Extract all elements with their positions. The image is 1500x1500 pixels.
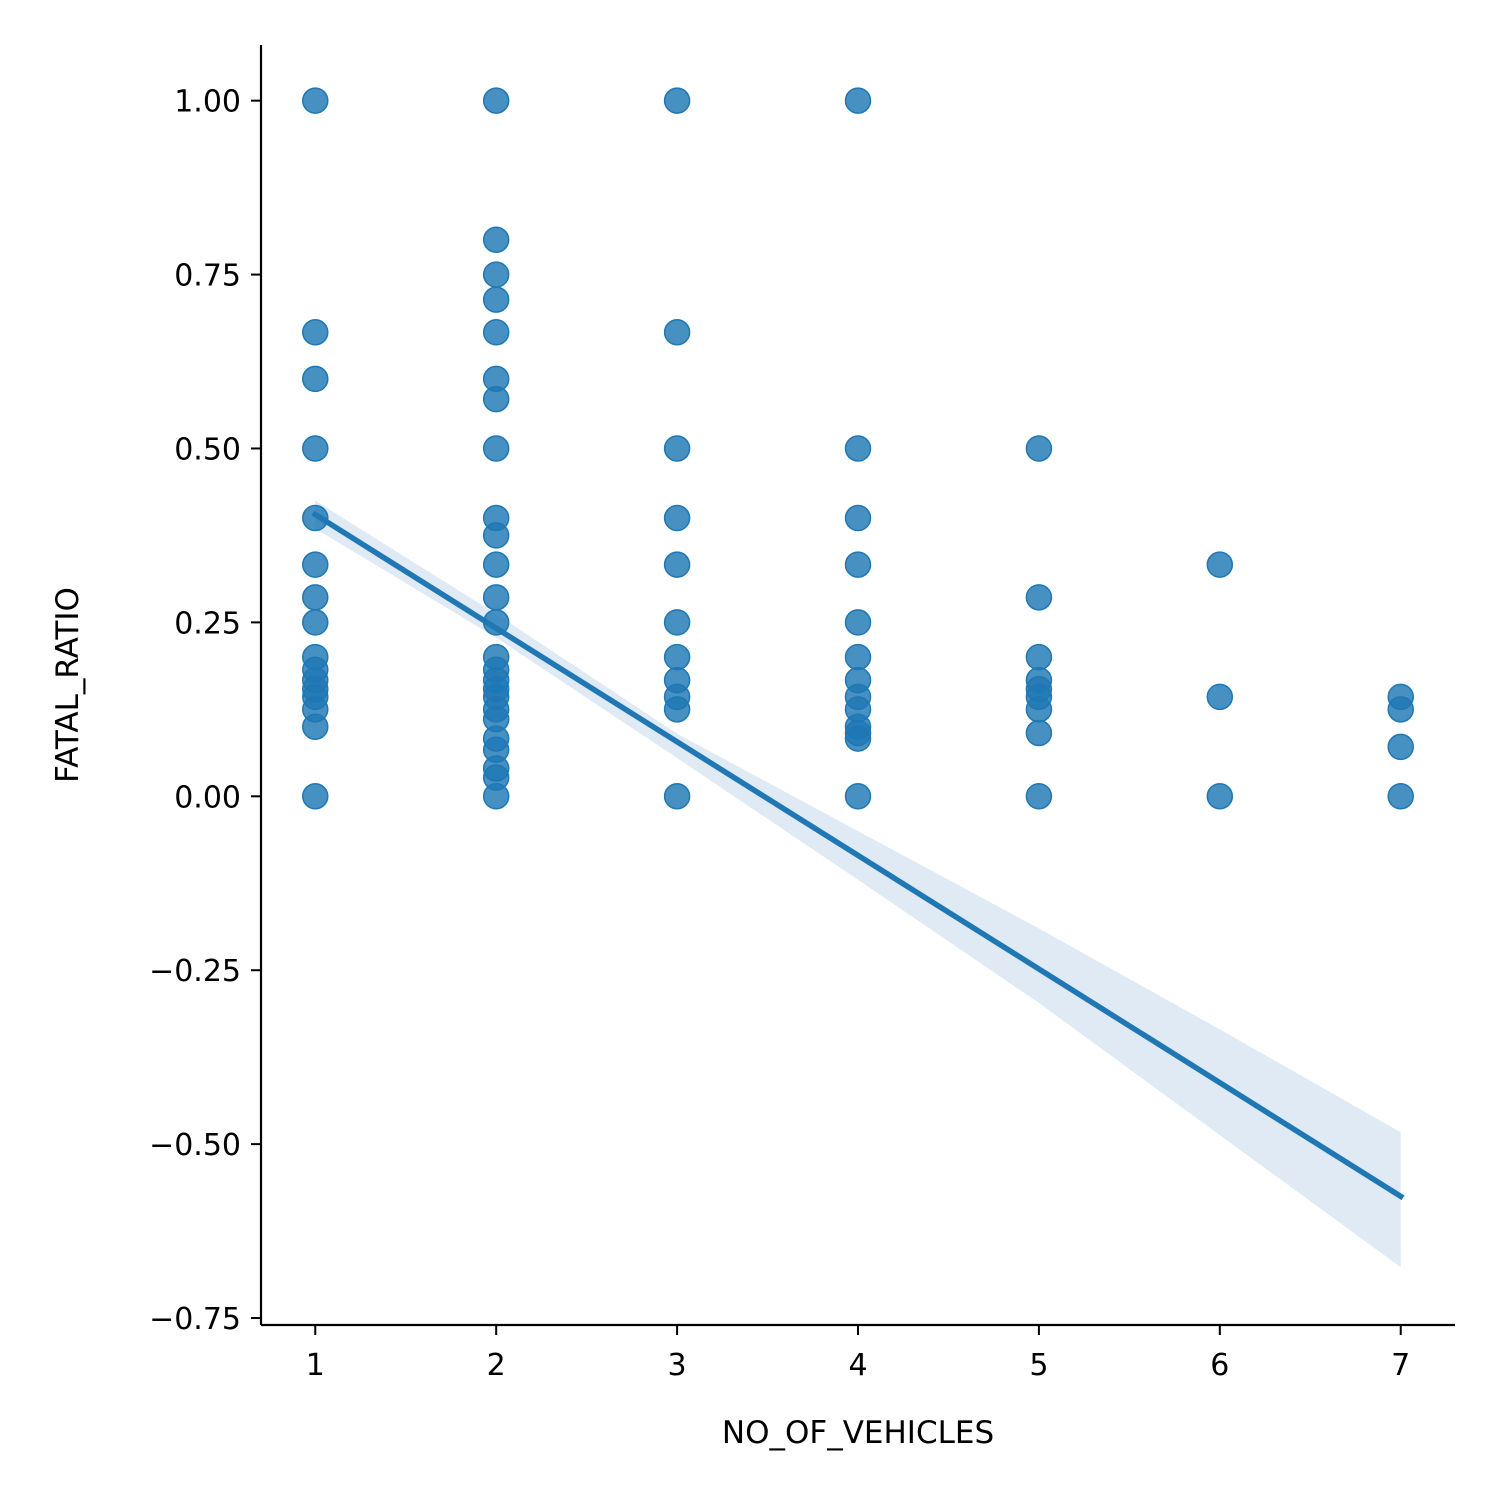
confidence-band-layer xyxy=(315,500,1401,1268)
scatter-point xyxy=(302,435,329,462)
scatter-point xyxy=(1025,696,1053,723)
scatter-point xyxy=(1387,783,1414,810)
scatter-point xyxy=(844,504,872,532)
y-tick-label: 0.00 xyxy=(174,780,241,815)
scatter-point xyxy=(482,319,510,346)
regression-line xyxy=(311,510,1405,1201)
x-axis-label: NO_OF_VEHICLES xyxy=(722,1415,994,1451)
scatter-point xyxy=(663,609,691,636)
scatter-point xyxy=(844,551,872,578)
scatter-point xyxy=(663,696,691,723)
scatter-point xyxy=(844,609,872,636)
scatter-point xyxy=(482,226,510,254)
scatter-point xyxy=(482,435,510,462)
scatter-point xyxy=(1025,584,1053,611)
scatter-point xyxy=(482,87,510,114)
scatter-point xyxy=(1387,696,1414,723)
scatter-point xyxy=(302,713,329,740)
scatter-point xyxy=(663,319,691,346)
x-tick-label: 3 xyxy=(668,1348,687,1383)
confidence-band xyxy=(315,500,1401,1268)
scatter-point xyxy=(1206,783,1234,810)
scatter-point xyxy=(844,435,872,462)
y-tick-label: 0.50 xyxy=(174,432,241,467)
scatter-point xyxy=(1387,733,1414,761)
scatter-point xyxy=(302,504,329,532)
scatter-point xyxy=(302,551,329,578)
y-tick-label: 0.75 xyxy=(174,259,241,294)
scatter-point xyxy=(663,551,691,578)
scatter-point xyxy=(482,584,510,611)
scatter-point xyxy=(663,87,691,114)
x-tick-label: 5 xyxy=(1029,1348,1048,1383)
scatter-point xyxy=(844,725,872,752)
scatter-point xyxy=(663,435,691,462)
x-tick-label: 2 xyxy=(487,1348,506,1383)
y-tick-label: 1.00 xyxy=(174,85,241,120)
scatter-point xyxy=(1206,683,1234,711)
scatter-point xyxy=(482,385,510,413)
y-axis-label: FATAL_RATIO xyxy=(50,587,86,783)
scatter-point xyxy=(844,87,872,114)
scatter-point xyxy=(482,783,510,810)
y-tick-label: 0.25 xyxy=(174,606,241,641)
y-ticks: 1.00 0.75 0.50 0.25 0.00 −0.25 −0.50 −0.75 xyxy=(149,85,261,1337)
scatter-point xyxy=(844,783,872,810)
y-tick-label: −0.50 xyxy=(149,1128,241,1163)
y-tick-label: −0.25 xyxy=(149,954,241,989)
x-tick-label: 7 xyxy=(1391,1348,1410,1383)
scatter-point xyxy=(663,783,691,810)
scatter-point xyxy=(302,319,329,346)
scatter-point xyxy=(482,286,510,313)
scatter-point xyxy=(1025,783,1053,810)
scatter-point xyxy=(302,87,329,114)
scatter-point xyxy=(482,261,510,288)
y-tick-label: −0.75 xyxy=(149,1302,241,1337)
scatter-point xyxy=(1206,551,1234,578)
regression-line-layer xyxy=(311,510,1405,1201)
scatter-point xyxy=(482,522,510,549)
scatter-point xyxy=(302,783,329,810)
scatter-point xyxy=(663,643,691,671)
scatter-points-layer xyxy=(302,87,1414,810)
x-tick-label: 6 xyxy=(1210,1348,1229,1383)
scatter-point xyxy=(1025,643,1053,671)
scatter-point xyxy=(302,584,329,611)
scatter-point xyxy=(482,551,510,578)
scatter-point xyxy=(844,643,872,671)
scatter-point xyxy=(1025,435,1053,462)
x-tick-label: 4 xyxy=(848,1348,867,1383)
scatter-point xyxy=(302,365,329,393)
scatter-point xyxy=(663,504,691,532)
x-ticks: 1 2 3 4 5 6 7 xyxy=(306,1325,1410,1383)
x-tick-label: 1 xyxy=(306,1348,325,1383)
scatter-point xyxy=(302,609,329,636)
scatter-point xyxy=(1025,719,1053,747)
